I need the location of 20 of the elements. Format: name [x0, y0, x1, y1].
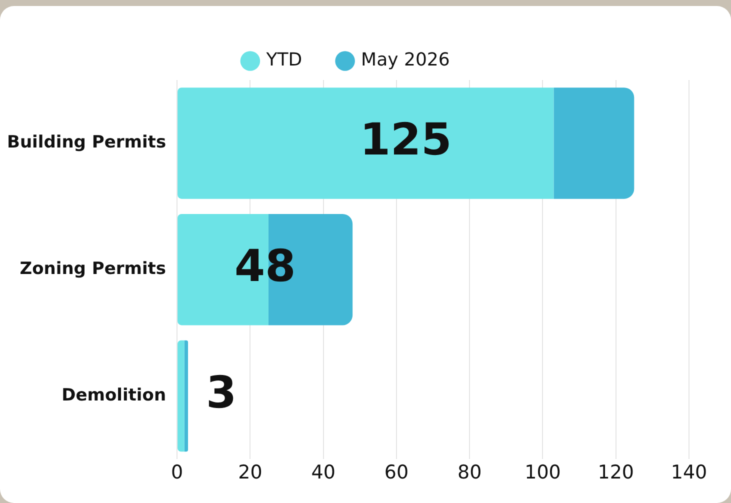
y-tick-label: Zoning Permits: [20, 259, 166, 280]
total-label: 125: [360, 114, 452, 166]
x-tick-label: 60: [384, 462, 409, 484]
x-tick-label: 140: [670, 462, 708, 484]
bar: [184, 340, 188, 452]
bar: [178, 88, 554, 199]
legend-label: YTD: [265, 50, 302, 71]
x-tick-label: 100: [524, 462, 561, 484]
x-tick-label: 20: [238, 462, 262, 484]
y-tick-label: Demolition: [62, 385, 166, 406]
x-tick-label: 80: [458, 462, 482, 484]
bar: [554, 88, 634, 199]
x-tick-label: 40: [311, 462, 336, 484]
bar: [178, 340, 184, 452]
legend-label: May 2026: [361, 50, 450, 71]
total-label: 48: [234, 241, 296, 292]
x-tick-label: 120: [598, 462, 634, 484]
total-label: 3: [206, 367, 237, 418]
x-tick-label: 0: [171, 462, 184, 484]
y-tick-label: Building Permits: [6, 132, 166, 153]
